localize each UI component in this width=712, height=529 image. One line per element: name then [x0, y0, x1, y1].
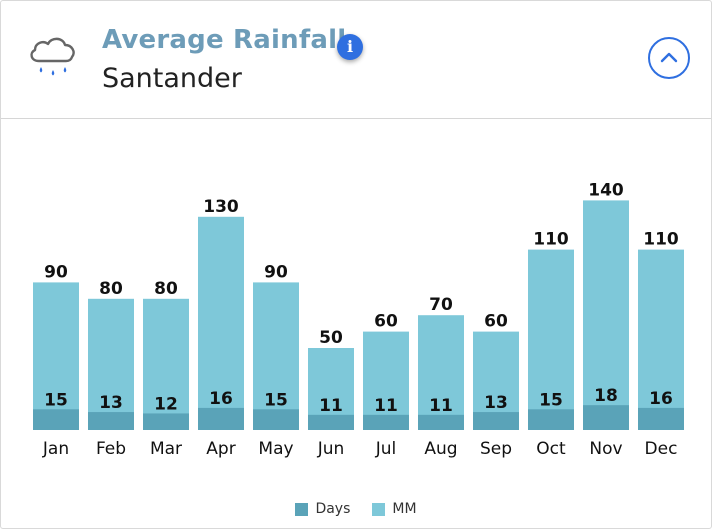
x-tick-label-dec: Dec	[645, 439, 678, 459]
bar-mm-apr[interactable]	[198, 216, 244, 430]
legend-item-days[interactable]: Days	[295, 501, 350, 517]
legend-label-days: Days	[315, 501, 351, 517]
bar-days-feb[interactable]	[88, 412, 134, 430]
card-header: Average Rainfall Santander i	[1, 1, 711, 119]
x-tick-label-may: May	[258, 439, 293, 459]
data-label-mm-jan: 90	[44, 262, 68, 282]
chevron-up-icon	[660, 52, 678, 63]
rainfall-chart: 90 15 Jan 80 13 Feb 80 12 Mar 130 16 Apr 90 15 May 50 11…	[33, 180, 684, 459]
bar-days-sep[interactable]	[473, 412, 519, 430]
chart-legend: Days MM	[1, 501, 711, 517]
bar-mm-jul[interactable]	[363, 331, 409, 430]
data-label-mm-jun: 50	[319, 328, 343, 348]
data-label-mm-oct: 110	[533, 230, 569, 250]
data-label-mm-sep: 60	[484, 312, 508, 332]
data-label-days-mar: 12	[154, 394, 178, 414]
x-tick-label-sep: Sep	[480, 439, 512, 459]
data-label-mm-nov: 140	[588, 180, 624, 200]
data-label-mm-dec: 110	[643, 230, 679, 250]
x-tick-label-oct: Oct	[536, 439, 566, 459]
data-label-mm-feb: 80	[99, 279, 123, 299]
bar-mm-aug[interactable]	[418, 315, 464, 430]
x-tick-label-feb: Feb	[96, 439, 126, 459]
x-tick-label-mar: Mar	[150, 439, 182, 459]
bar-days-jan[interactable]	[33, 409, 79, 430]
x-tick-label-jan: Jan	[42, 439, 69, 459]
x-tick-label-jun: Jun	[317, 439, 345, 459]
legend-swatch-days	[295, 502, 309, 516]
data-label-days-jun: 11	[319, 396, 343, 416]
bar-mm-mar[interactable]	[143, 298, 189, 430]
data-label-days-apr: 16	[209, 389, 233, 409]
data-label-mm-may: 90	[264, 262, 288, 282]
legend-item-mm[interactable]: MM	[372, 501, 417, 517]
data-label-days-jul: 11	[374, 396, 398, 416]
bar-days-jul[interactable]	[363, 414, 409, 430]
data-label-mm-apr: 130	[203, 197, 239, 217]
legend-label-mm: MM	[392, 501, 417, 517]
bar-days-mar[interactable]	[143, 413, 189, 430]
chart-title: Average Rainfall	[102, 25, 347, 55]
legend-swatch-mm	[372, 502, 386, 516]
data-label-days-aug: 11	[429, 396, 453, 416]
bar-mm-dec[interactable]	[638, 249, 684, 430]
rain-cloud-icon	[30, 37, 75, 76]
data-label-days-feb: 13	[99, 393, 123, 413]
data-label-days-oct: 15	[539, 390, 563, 410]
bar-days-apr[interactable]	[198, 407, 244, 430]
data-label-mm-aug: 70	[429, 295, 453, 315]
x-tick-label-aug: Aug	[424, 439, 457, 459]
bar-mm-jan[interactable]	[33, 282, 79, 430]
bar-days-jun[interactable]	[308, 414, 354, 430]
bar-mm-feb[interactable]	[88, 298, 134, 430]
x-tick-label-jul: Jul	[375, 439, 397, 459]
bar-days-aug[interactable]	[418, 414, 464, 430]
bar-days-oct[interactable]	[528, 409, 574, 430]
x-tick-label-apr: Apr	[206, 439, 235, 459]
x-tick-label-nov: Nov	[589, 439, 622, 459]
bar-mm-oct[interactable]	[528, 249, 574, 430]
bar-days-dec[interactable]	[638, 407, 684, 430]
data-label-days-may: 15	[264, 390, 288, 410]
data-label-days-nov: 18	[594, 386, 618, 406]
info-button[interactable]: i	[337, 34, 363, 60]
data-label-days-jan: 15	[44, 390, 68, 410]
bar-mm-nov[interactable]	[583, 200, 629, 430]
data-label-mm-jul: 60	[374, 312, 398, 332]
data-label-mm-mar: 80	[154, 279, 178, 299]
bar-mm-may[interactable]	[253, 282, 299, 430]
collapse-button[interactable]	[648, 37, 690, 79]
location-subtitle: Santander	[102, 63, 242, 94]
data-label-days-sep: 13	[484, 393, 508, 413]
data-label-days-dec: 16	[649, 389, 673, 409]
bar-days-nov[interactable]	[583, 405, 629, 430]
bar-days-may[interactable]	[253, 409, 299, 430]
